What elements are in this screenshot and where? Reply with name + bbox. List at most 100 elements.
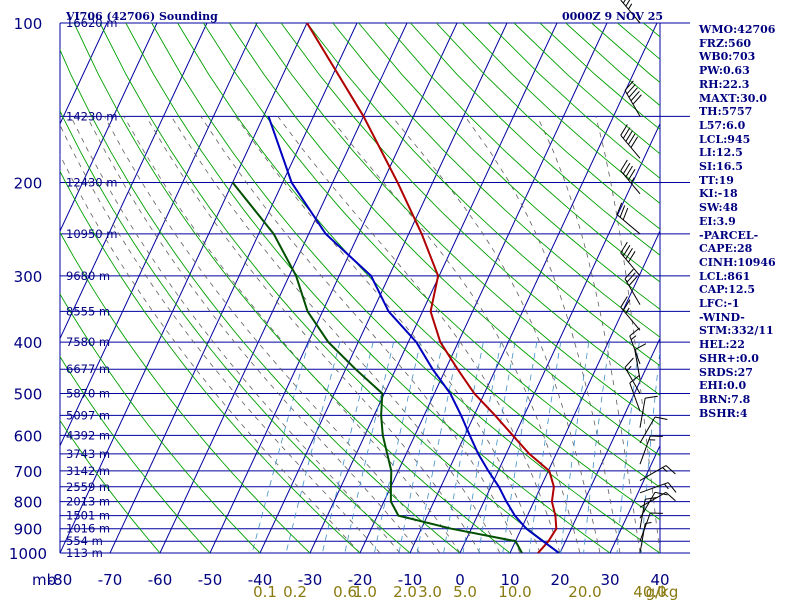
temperature-tick-label: -80 [48, 571, 73, 589]
sounding-index: STM:332/11 [699, 324, 774, 338]
temperature-tick-label: -70 [98, 571, 123, 589]
wind-barb-feather [628, 168, 636, 181]
isotherm-line [0, 23, 7, 553]
pressure-tick-label: 200 [14, 175, 43, 193]
wind-barb-feather [625, 247, 633, 260]
sounding-index: CAPE:28 [699, 242, 753, 256]
pressure-tick-label: 100 [14, 15, 43, 33]
moist-adiabat [200, 116, 521, 553]
profile-lines [231, 23, 560, 553]
wind-barb [620, 241, 641, 277]
mixing-ratio-line [416, 342, 460, 553]
sounding-index: HEL:22 [699, 338, 745, 352]
mixing-ratio-line [251, 341, 310, 553]
wind-barbs [616, 0, 677, 554]
height-label: 113 m [66, 546, 103, 560]
mixing-ratio-line [344, 342, 394, 553]
wind-barb-feather [628, 251, 636, 263]
wind-barb-staff [624, 278, 641, 305]
dry-adiabat [60, 48, 461, 553]
wind-barb [639, 496, 658, 529]
wind-barb [620, 124, 641, 159]
moist-adiabat [86, 116, 421, 553]
moist-adiabat [235, 116, 541, 553]
moist-adiabat [170, 116, 501, 553]
isotherm-line [109, 23, 358, 553]
isotherm-line [60, 23, 258, 447]
isotherm-line [609, 444, 660, 553]
dry-adiabat [332, 23, 660, 338]
mixing-ratio-lines [251, 341, 660, 553]
dry-adiabat [306, 23, 660, 367]
pressure-axis: 100 200 300 400 500 600 700 800 900 1000 [9, 15, 47, 563]
wind-barb [616, 202, 641, 235]
pressure-tick-label: 900 [14, 521, 43, 539]
wind-barb-feather [624, 357, 634, 368]
wind-barb [620, 0, 641, 24]
pressure-tick-label: 300 [14, 268, 43, 286]
isotherm-line [459, 122, 660, 553]
mixing-ratio-line [398, 342, 444, 553]
height-label: 10950 m [66, 227, 117, 241]
wind-barb-feather [620, 241, 628, 254]
wind-barb-feather [634, 343, 647, 351]
temperature-axis: mb-80 -70 -60 -50 -40 -30 -20 -10 0 10 20 30 40 [32, 571, 670, 589]
temperature-tick-label: 20 [550, 571, 569, 589]
dry-adiabat [60, 109, 411, 553]
wind-barb-feather [626, 84, 636, 95]
height-label: 2013 m [66, 495, 110, 509]
mixing-ratio-line [502, 342, 538, 553]
sounding-index: -PARCEL- [699, 228, 759, 242]
sounding-index: MAXT:30.0 [699, 91, 767, 105]
wind-barb-half-feather [662, 467, 668, 473]
dry-adiabat [99, 23, 561, 553]
dry-adiabat [410, 23, 660, 256]
isotherm-grid [0, 23, 660, 553]
wind-barb-staff [629, 382, 641, 412]
wind-barb-staff [639, 482, 669, 494]
sounding-index: CINH:10946 [699, 255, 776, 269]
wind-barb-feather [620, 159, 628, 172]
mixing-ratio-unit: g/kg [646, 583, 679, 600]
wind-barb-staff [639, 499, 646, 529]
wind-barb [639, 416, 668, 444]
isotherm-line [359, 23, 608, 553]
mixing-ratio-line [641, 347, 660, 553]
isotherm-line [259, 23, 508, 553]
dry-adiabats [60, 23, 660, 553]
mixing-ratio-label: 10.0 [498, 583, 531, 600]
mixing-ratio-label: 20.0 [568, 583, 601, 600]
mixing-ratio-line [322, 342, 374, 553]
moist-adiabat [145, 116, 481, 553]
wind-barb-staff [639, 416, 656, 444]
sounding-indices: WMO:42706 FRZ:560 WB0:703 PW:0.63 RH:22.3 MAX… [699, 23, 799, 420]
mixing-ratio-label: 3.0 [418, 583, 442, 600]
sounding-index: SRDS:27 [699, 365, 753, 379]
wind-barb-feather [624, 80, 634, 91]
wind-barb-feather [628, 87, 638, 98]
dry-adiabat [125, 23, 611, 553]
wind-barb-staff [639, 397, 646, 428]
temperature-tick-label: -20 [348, 571, 373, 589]
sounding-index: WB0:703 [699, 50, 756, 64]
mixing-ratio-label: 0.1 [253, 583, 277, 600]
dry-adiabat [254, 23, 660, 426]
wind-barb-staff [620, 170, 641, 195]
wind-barb-staff [639, 435, 651, 465]
pressure-tick-label: 600 [14, 427, 43, 445]
sounding-index: LFC:-1 [699, 297, 740, 311]
height-labels: 16620 m 14230 m 12430 m 10950 m 9680 m 8555 m… [66, 16, 117, 560]
wind-barb-feather [625, 130, 633, 142]
height-label: 4392 m [66, 428, 110, 442]
sounding-index: BRN:7.8 [699, 392, 751, 406]
wind-barb-feather [622, 162, 631, 175]
wind-barb-feather [654, 491, 668, 496]
dry-adiabat [203, 23, 660, 488]
wind-barb-feather [624, 268, 634, 280]
temperature-tick-label: -40 [248, 571, 273, 589]
sounding-index: TH:5757 [699, 105, 753, 119]
mixing-ratio-label: 40.0 [633, 583, 666, 600]
dry-adiabat [60, 293, 261, 553]
parcel-profile [267, 115, 560, 553]
chart-datetime: 0000Z 9 NOV 25 [562, 10, 663, 23]
